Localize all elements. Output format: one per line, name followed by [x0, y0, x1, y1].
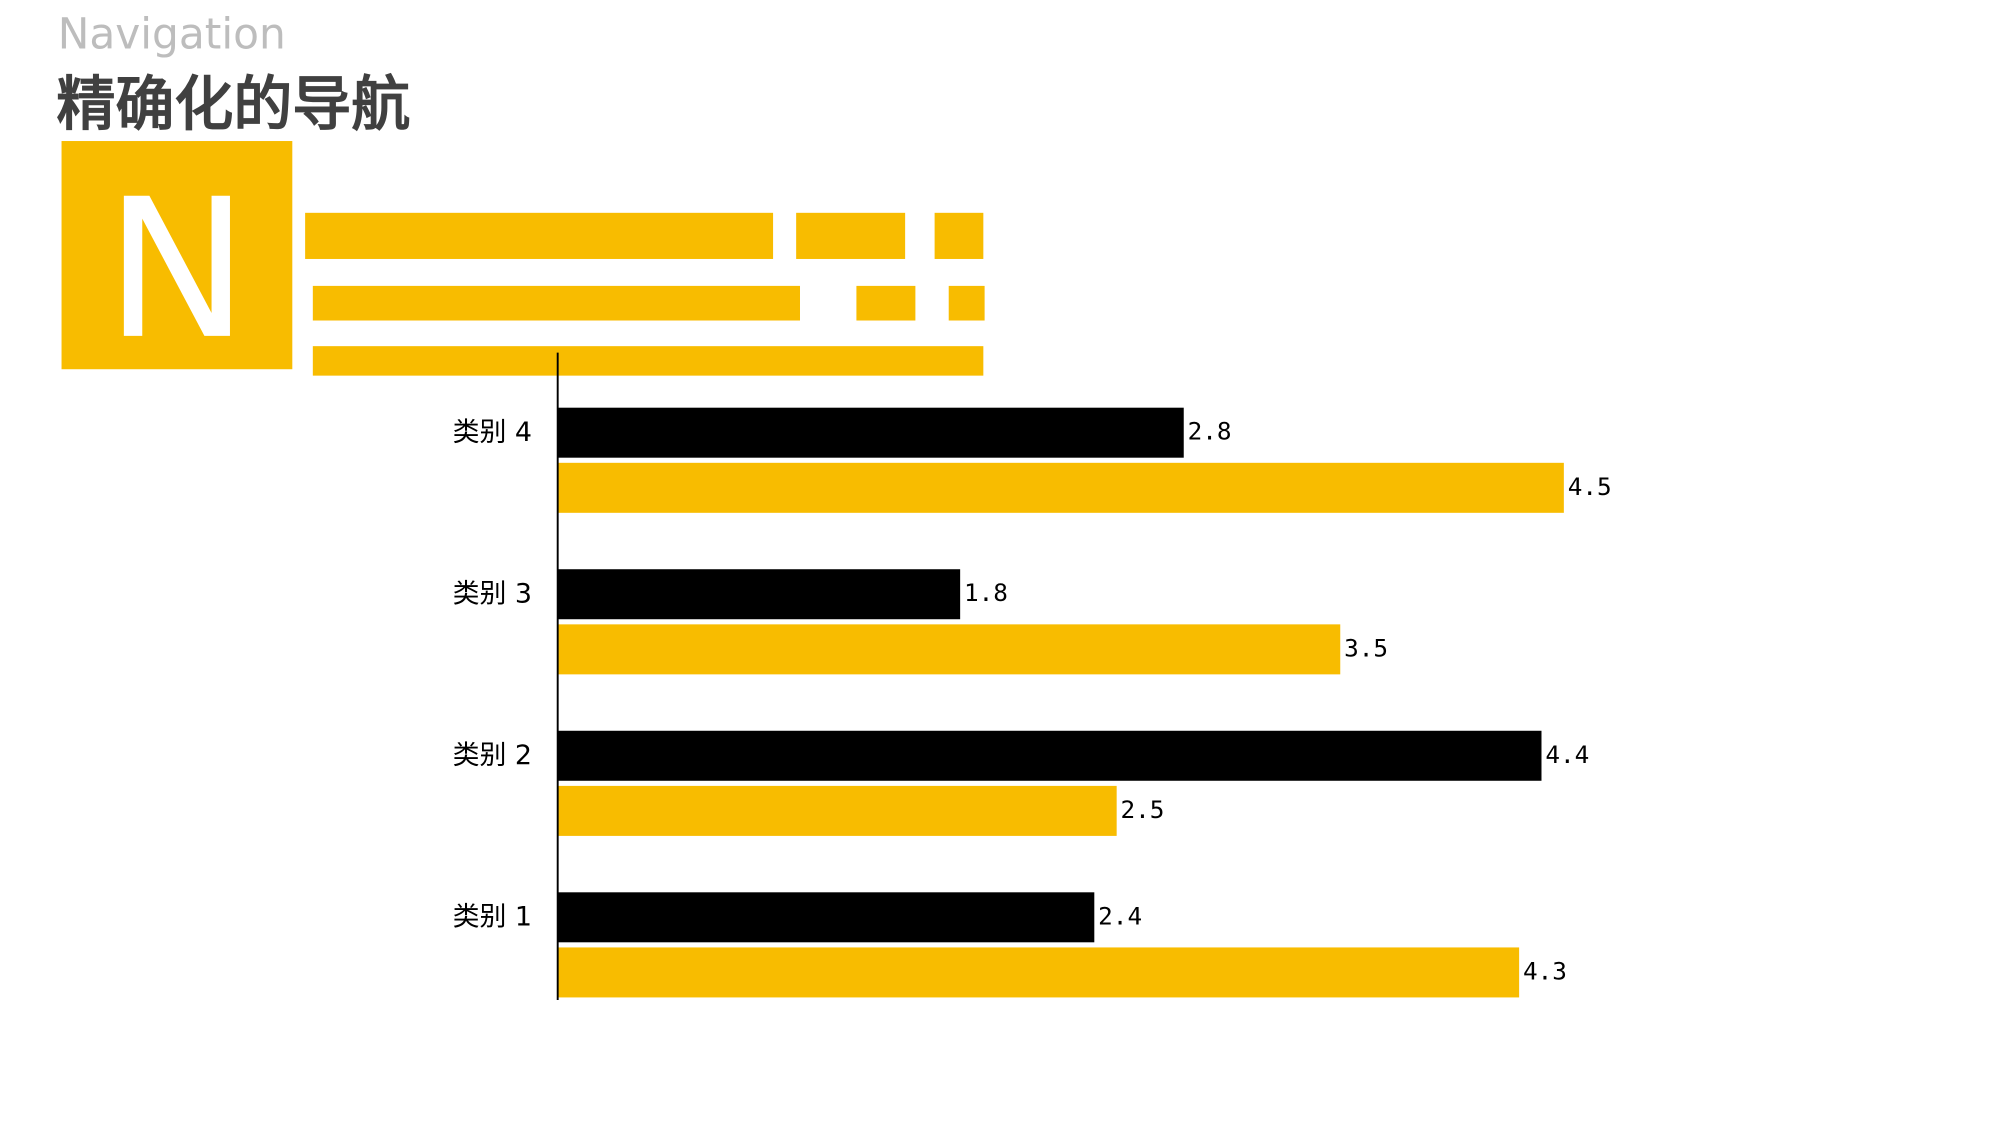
data-label: 2.4	[1098, 901, 1142, 930]
decor-bar	[796, 212, 906, 259]
decor-bar	[934, 212, 984, 259]
bar	[557, 624, 1341, 675]
bar	[557, 569, 961, 620]
data-label: 4.4	[1545, 740, 1589, 769]
decor-bar	[948, 285, 985, 321]
data-label: 3.5	[1344, 633, 1388, 662]
bar	[557, 462, 1564, 513]
decor-bars	[305, 212, 985, 376]
category-label: 类别 4	[453, 417, 532, 448]
decor-bar	[312, 285, 800, 321]
decor-bar	[312, 346, 984, 376]
chart: 类别 1 2.4 4.3 类别 2 4.4 2.5 类别 3 1.8 3.5 类别 4 2.8 4.5	[453, 352, 1612, 1001]
slide-title: 精确化的导航	[56, 69, 410, 138]
data-label: 1.8	[964, 578, 1008, 607]
bar	[557, 407, 1184, 458]
data-label: 2.5	[1121, 795, 1165, 824]
bar	[557, 892, 1095, 943]
badge-box	[61, 141, 293, 370]
data-label: 4.3	[1523, 956, 1567, 985]
category-label: 类别 2	[453, 740, 532, 771]
data-label: 4.5	[1568, 472, 1612, 501]
category-label: 类别 1	[453, 901, 532, 932]
bar	[557, 785, 1117, 836]
decor-bar	[305, 212, 774, 259]
data-label: 2.8	[1188, 417, 1232, 446]
bar	[557, 947, 1520, 998]
badge-letter: N	[105, 159, 249, 382]
slide-subtitle: Navigation	[58, 10, 286, 59]
decor-bar	[856, 285, 916, 321]
category-label: 类别 3	[453, 578, 532, 609]
bar	[557, 730, 1542, 781]
